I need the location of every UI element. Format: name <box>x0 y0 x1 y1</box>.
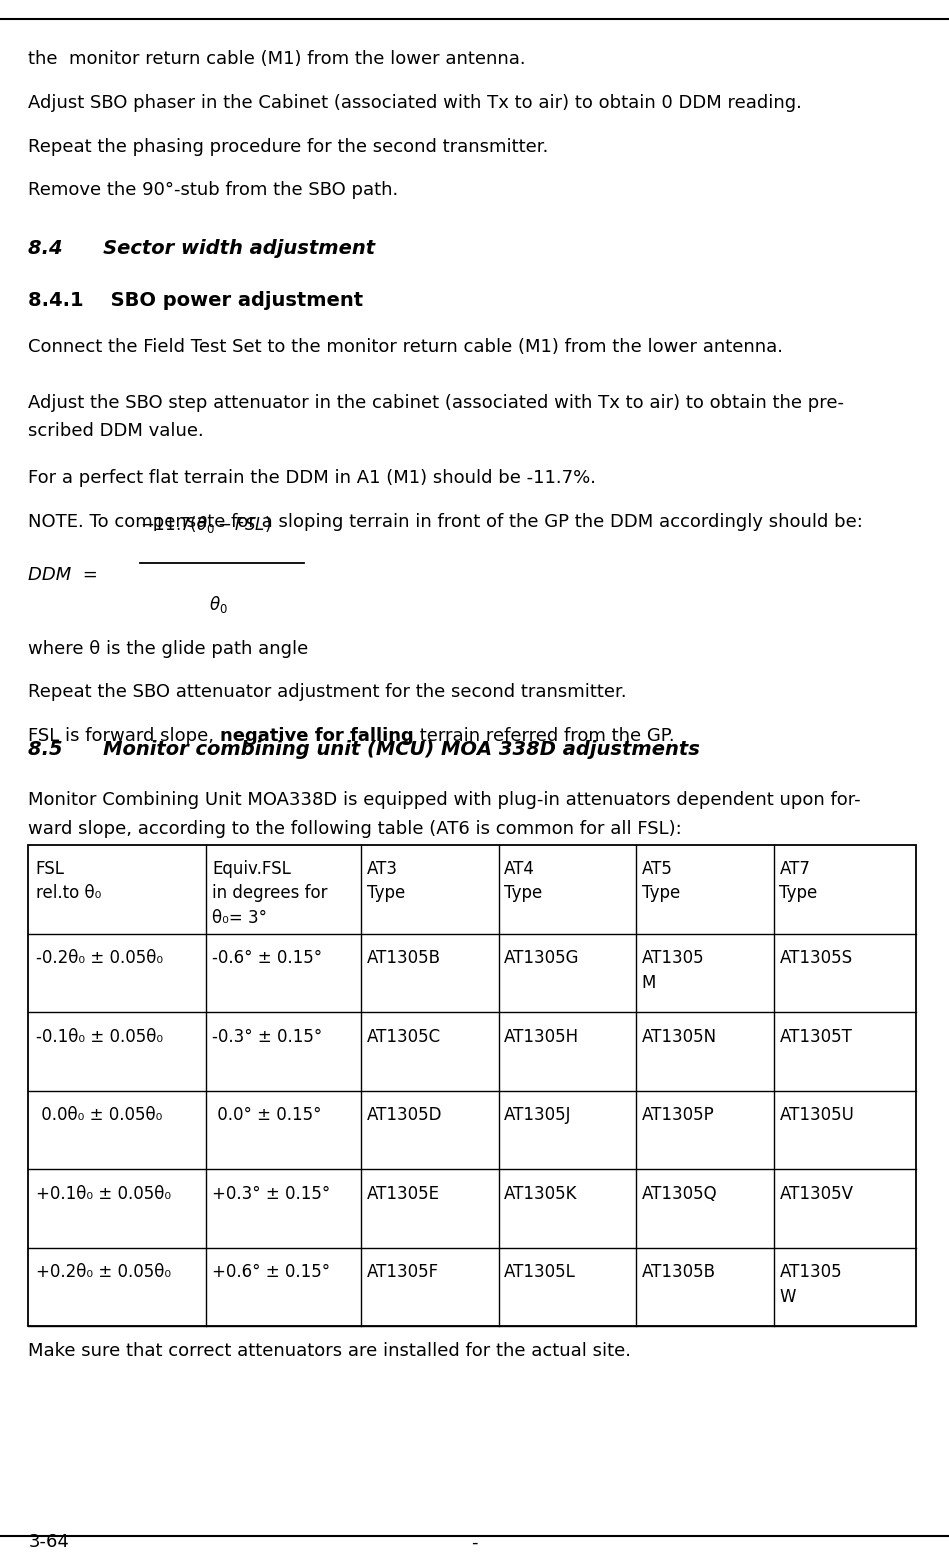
Text: scribed DDM value.: scribed DDM value. <box>28 422 204 441</box>
Text: 8.5      Monitor combining unit (MCU) MOA 338D adjustments: 8.5 Monitor combining unit (MCU) MOA 338… <box>28 740 700 759</box>
Text: Remove the 90°-stub from the SBO path.: Remove the 90°-stub from the SBO path. <box>28 181 399 200</box>
Text: 0.0° ± 0.15°: 0.0° ± 0.15° <box>213 1106 322 1125</box>
Text: Repeat the SBO attenuator adjustment for the second transmitter.: Repeat the SBO attenuator adjustment for… <box>28 683 627 702</box>
Text: FSL
rel.to θ₀: FSL rel.to θ₀ <box>35 860 101 902</box>
Text: Equiv.FSL
in degrees for
θ₀= 3°: Equiv.FSL in degrees for θ₀= 3° <box>213 860 327 927</box>
Text: AT1305N: AT1305N <box>642 1028 716 1046</box>
Text: where θ is the glide path angle: where θ is the glide path angle <box>28 640 308 658</box>
Text: AT1305Q: AT1305Q <box>642 1186 717 1203</box>
Text: negative for falling: negative for falling <box>220 727 414 746</box>
Text: +0.2θ₀ ± 0.05θ₀: +0.2θ₀ ± 0.05θ₀ <box>35 1264 171 1281</box>
Text: Adjust the SBO step attenuator in the cabinet (associated with Tx to air) to obt: Adjust the SBO step attenuator in the ca… <box>28 394 845 413</box>
Text: AT4
Type: AT4 Type <box>504 860 543 902</box>
Text: AT1305E: AT1305E <box>366 1186 439 1203</box>
Text: AT1305F: AT1305F <box>366 1264 438 1281</box>
Text: Adjust SBO phaser in the Cabinet (associated with Tx to air) to obtain 0 DDM rea: Adjust SBO phaser in the Cabinet (associ… <box>28 94 802 113</box>
Text: -: - <box>472 1533 477 1551</box>
Text: 8.4      Sector width adjustment: 8.4 Sector width adjustment <box>28 239 376 258</box>
Text: AT1305B: AT1305B <box>642 1264 716 1281</box>
Text: AT1305K: AT1305K <box>504 1186 578 1203</box>
Text: +0.6° ± 0.15°: +0.6° ± 0.15° <box>213 1264 330 1281</box>
Text: AT1305J: AT1305J <box>504 1106 571 1125</box>
Text: Make sure that correct attenuators are installed for the actual site.: Make sure that correct attenuators are i… <box>28 1342 631 1361</box>
Text: AT1305
W: AT1305 W <box>779 1264 842 1306</box>
Text: NOTE. To compensate for a sloping terrain in front of the GP the DDM accordingly: NOTE. To compensate for a sloping terrai… <box>28 513 864 532</box>
Text: 3-64: 3-64 <box>28 1533 69 1551</box>
Text: AT1305H: AT1305H <box>504 1028 580 1046</box>
Bar <box>28 845 916 1326</box>
Text: AT5
Type: AT5 Type <box>642 860 680 902</box>
Text: ward slope, according to the following table (AT6 is common for all FSL):: ward slope, according to the following t… <box>28 820 682 838</box>
Text: AT7
Type: AT7 Type <box>779 860 818 902</box>
Text: terrain referred from the GP.: terrain referred from the GP. <box>414 727 675 746</box>
Text: -0.6° ± 0.15°: -0.6° ± 0.15° <box>213 949 323 967</box>
Text: FSL is forward slope,: FSL is forward slope, <box>28 727 220 746</box>
Text: Repeat the phasing procedure for the second transmitter.: Repeat the phasing procedure for the sec… <box>28 138 549 156</box>
Text: -0.1θ₀ ± 0.05θ₀: -0.1θ₀ ± 0.05θ₀ <box>35 1028 162 1046</box>
Text: -0.2θ₀ ± 0.05θ₀: -0.2θ₀ ± 0.05θ₀ <box>35 949 162 967</box>
Text: +0.3° ± 0.15°: +0.3° ± 0.15° <box>213 1186 330 1203</box>
Text: $\theta_0$: $\theta_0$ <box>209 594 228 615</box>
Text: $-11.7(\theta_0 - FSL)$: $-11.7(\theta_0 - FSL)$ <box>140 515 271 535</box>
Text: AT3
Type: AT3 Type <box>366 860 405 902</box>
Text: AT1305V: AT1305V <box>779 1186 853 1203</box>
Text: AT1305S: AT1305S <box>779 949 852 967</box>
Text: AT1305B: AT1305B <box>366 949 440 967</box>
Text: DDM  =: DDM = <box>28 566 99 585</box>
Text: AT1305U: AT1305U <box>779 1106 854 1125</box>
Text: For a perfect flat terrain the DDM in A1 (M1) should be -11.7%.: For a perfect flat terrain the DDM in A1… <box>28 469 597 488</box>
Text: 0.0θ₀ ± 0.05θ₀: 0.0θ₀ ± 0.05θ₀ <box>35 1106 162 1125</box>
Text: 8.4.1    SBO power adjustment: 8.4.1 SBO power adjustment <box>28 291 363 310</box>
Text: Monitor Combining Unit MOA338D is equipped with plug-in attenuators dependent up: Monitor Combining Unit MOA338D is equipp… <box>28 791 861 810</box>
Text: AT1305
M: AT1305 M <box>642 949 704 992</box>
Text: +0.1θ₀ ± 0.05θ₀: +0.1θ₀ ± 0.05θ₀ <box>35 1186 171 1203</box>
Text: AT1305T: AT1305T <box>779 1028 852 1046</box>
Text: AT1305C: AT1305C <box>366 1028 441 1046</box>
Text: the  monitor return cable (M1) from the lower antenna.: the monitor return cable (M1) from the l… <box>28 50 526 69</box>
Text: AT1305P: AT1305P <box>642 1106 715 1125</box>
Text: AT1305G: AT1305G <box>504 949 580 967</box>
Text: -0.3° ± 0.15°: -0.3° ± 0.15° <box>213 1028 323 1046</box>
Text: Connect the Field Test Set to the monitor return cable (M1) from the lower anten: Connect the Field Test Set to the monito… <box>28 338 784 357</box>
Text: AT1305L: AT1305L <box>504 1264 576 1281</box>
Text: AT1305D: AT1305D <box>366 1106 442 1125</box>
